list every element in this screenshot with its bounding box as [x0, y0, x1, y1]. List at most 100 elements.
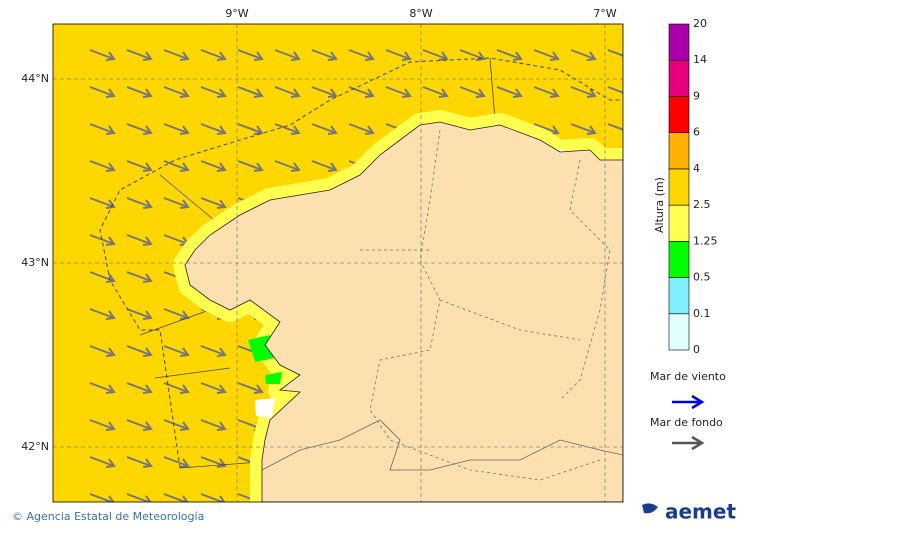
swell-arrow — [459, 49, 486, 61]
swell-arrow — [237, 49, 264, 61]
swell-arrow — [163, 419, 190, 431]
swell-arrow — [274, 49, 301, 61]
colorbar-label: 1.25 — [693, 234, 718, 247]
swell-arrow — [311, 86, 338, 98]
legend-arrow — [672, 394, 705, 410]
colorbar — [668, 23, 690, 351]
swell-arrow — [274, 123, 301, 135]
swell-arrow — [89, 419, 116, 431]
swell-arrow — [126, 493, 152, 502]
swell-arrow — [496, 49, 523, 61]
swell-arrow — [200, 493, 226, 502]
border — [261, 419, 623, 471]
swell-arrow — [126, 419, 153, 431]
swell-arrow — [89, 456, 116, 468]
colorbar-band — [668, 277, 690, 315]
swell-arrow — [126, 49, 153, 61]
swell-arrow — [89, 308, 116, 320]
swell-arrow — [89, 49, 116, 61]
colorbar-band — [668, 168, 690, 206]
colorbar-title: Altura (m) — [653, 177, 666, 233]
swell-arrow — [163, 197, 190, 209]
swell-arrow — [126, 160, 153, 172]
swell-arrow — [607, 86, 623, 94]
swell-arrow — [126, 197, 153, 209]
swell-arrow — [163, 86, 190, 98]
colorbar-label: 0 — [693, 343, 700, 356]
swell-arrow — [607, 123, 623, 131]
colorbar-band — [668, 204, 690, 242]
colorbar-band — [668, 23, 690, 61]
colorbar-band — [668, 59, 690, 97]
logo: aemet — [665, 500, 736, 524]
swell-arrow — [163, 123, 190, 135]
colorbar-band — [668, 132, 690, 170]
credit: © Agencia Estatal de Meteorología — [12, 510, 204, 523]
lon-label: 9°W — [225, 7, 248, 20]
swell-arrow — [163, 49, 190, 61]
swell-arrow — [89, 123, 116, 135]
swell-arrow — [533, 49, 560, 61]
legend-label: Mar de fondo — [650, 416, 723, 429]
swell-arrow — [163, 493, 189, 502]
colorbar-label: 20 — [693, 17, 707, 30]
swell-arrow — [570, 123, 597, 135]
province-border — [360, 129, 611, 481]
swell-arrow — [422, 49, 449, 61]
swell-arrow — [126, 234, 153, 246]
swell-arrow — [274, 160, 301, 172]
green-zone — [248, 335, 282, 384]
swell-arrow — [385, 49, 412, 61]
graticule — [53, 24, 623, 502]
swell-arrow — [311, 160, 338, 172]
swell-arrow — [126, 271, 153, 283]
swell-arrow — [237, 123, 264, 135]
swell-arrow — [459, 86, 486, 98]
land — [184, 121, 623, 502]
swell-arrow — [200, 123, 227, 135]
swell-arrow — [237, 160, 264, 172]
swell-arrow — [200, 345, 227, 357]
swell-arrow — [163, 160, 190, 172]
swell-arrow — [163, 345, 190, 357]
swell-arrow — [200, 197, 227, 209]
colorbar-label: 14 — [693, 53, 707, 66]
swell-arrow — [200, 160, 227, 172]
map — [53, 24, 623, 502]
colorbar-label: 9 — [693, 89, 700, 102]
colorbar-band — [668, 96, 690, 133]
swell-arrow — [348, 86, 375, 98]
swell-arrow — [126, 86, 153, 98]
swell-arrow — [126, 382, 153, 394]
swell-arrow — [89, 382, 116, 394]
map-frame — [52, 23, 624, 503]
swell-arrow — [422, 86, 449, 98]
colorbar-label: 4 — [693, 162, 700, 175]
legend-label: Mar de viento — [650, 370, 726, 383]
swell-arrow — [274, 86, 301, 98]
colorbar-band — [668, 241, 690, 278]
swell-arrow — [570, 49, 597, 61]
logo-mark — [642, 503, 658, 514]
zone-divider — [139, 57, 496, 469]
swell-arrow — [237, 382, 264, 394]
lat-label: 42°N — [21, 440, 49, 453]
lon-label: 8°W — [409, 7, 432, 20]
swell-arrow — [126, 456, 153, 468]
swell-arrow — [200, 382, 227, 394]
swell-arrow — [200, 419, 227, 431]
swell-arrow — [348, 49, 375, 61]
swell-arrow — [126, 123, 153, 135]
swell-arrow — [311, 49, 338, 61]
swell-arrow — [163, 456, 190, 468]
swell-arrow — [496, 86, 523, 98]
swell-arrow — [200, 86, 227, 98]
colorbar-label: 6 — [693, 126, 700, 139]
swell-arrow — [533, 86, 560, 98]
colorbar-label: 2.5 — [693, 198, 711, 211]
lat-label: 43°N — [21, 256, 49, 269]
colorbar-band — [668, 313, 690, 351]
swell-arrow — [89, 86, 116, 98]
colorbar-label: 0.5 — [693, 271, 711, 284]
